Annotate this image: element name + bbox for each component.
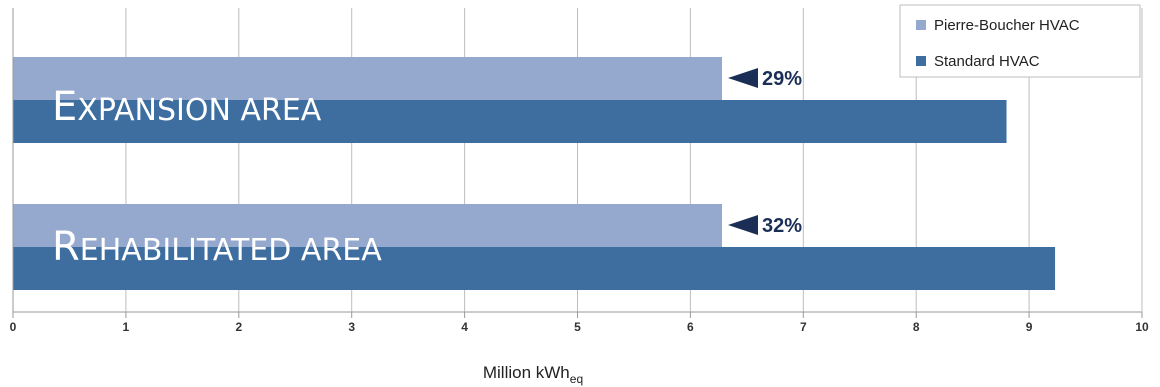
legend-entry: Standard HVAC <box>934 53 1040 70</box>
x-tick-label: 0 <box>10 320 17 334</box>
legend: Pierre-Boucher HVAC Standard HVAC <box>900 5 1140 77</box>
reduction-percent-label: 29% <box>762 68 802 90</box>
x-tick-label: 4 <box>461 320 468 334</box>
x-tick-label: 7 <box>800 320 807 334</box>
x-tick-label: 2 <box>235 320 242 334</box>
legend-swatch <box>916 20 926 30</box>
annotations: 29% 32% <box>728 68 802 237</box>
x-tick-label: 1 <box>123 320 130 334</box>
legend-entry: Pierre-Boucher HVAC <box>934 17 1080 34</box>
x-axis-label: Million kWheq <box>483 363 583 386</box>
x-tick-label: 5 <box>574 320 581 334</box>
x-tick-label: 9 <box>1026 320 1033 334</box>
x-tick-label: 10 <box>1135 320 1149 334</box>
x-tick-label: 8 <box>913 320 920 334</box>
legend-swatch <box>916 56 926 66</box>
reduction-percent-label: 32% <box>762 215 802 237</box>
decrease-arrow-icon <box>728 215 758 235</box>
x-tick-label: 3 <box>348 320 355 334</box>
x-tick-label: 6 <box>687 320 694 334</box>
decrease-arrow-icon <box>728 68 758 88</box>
